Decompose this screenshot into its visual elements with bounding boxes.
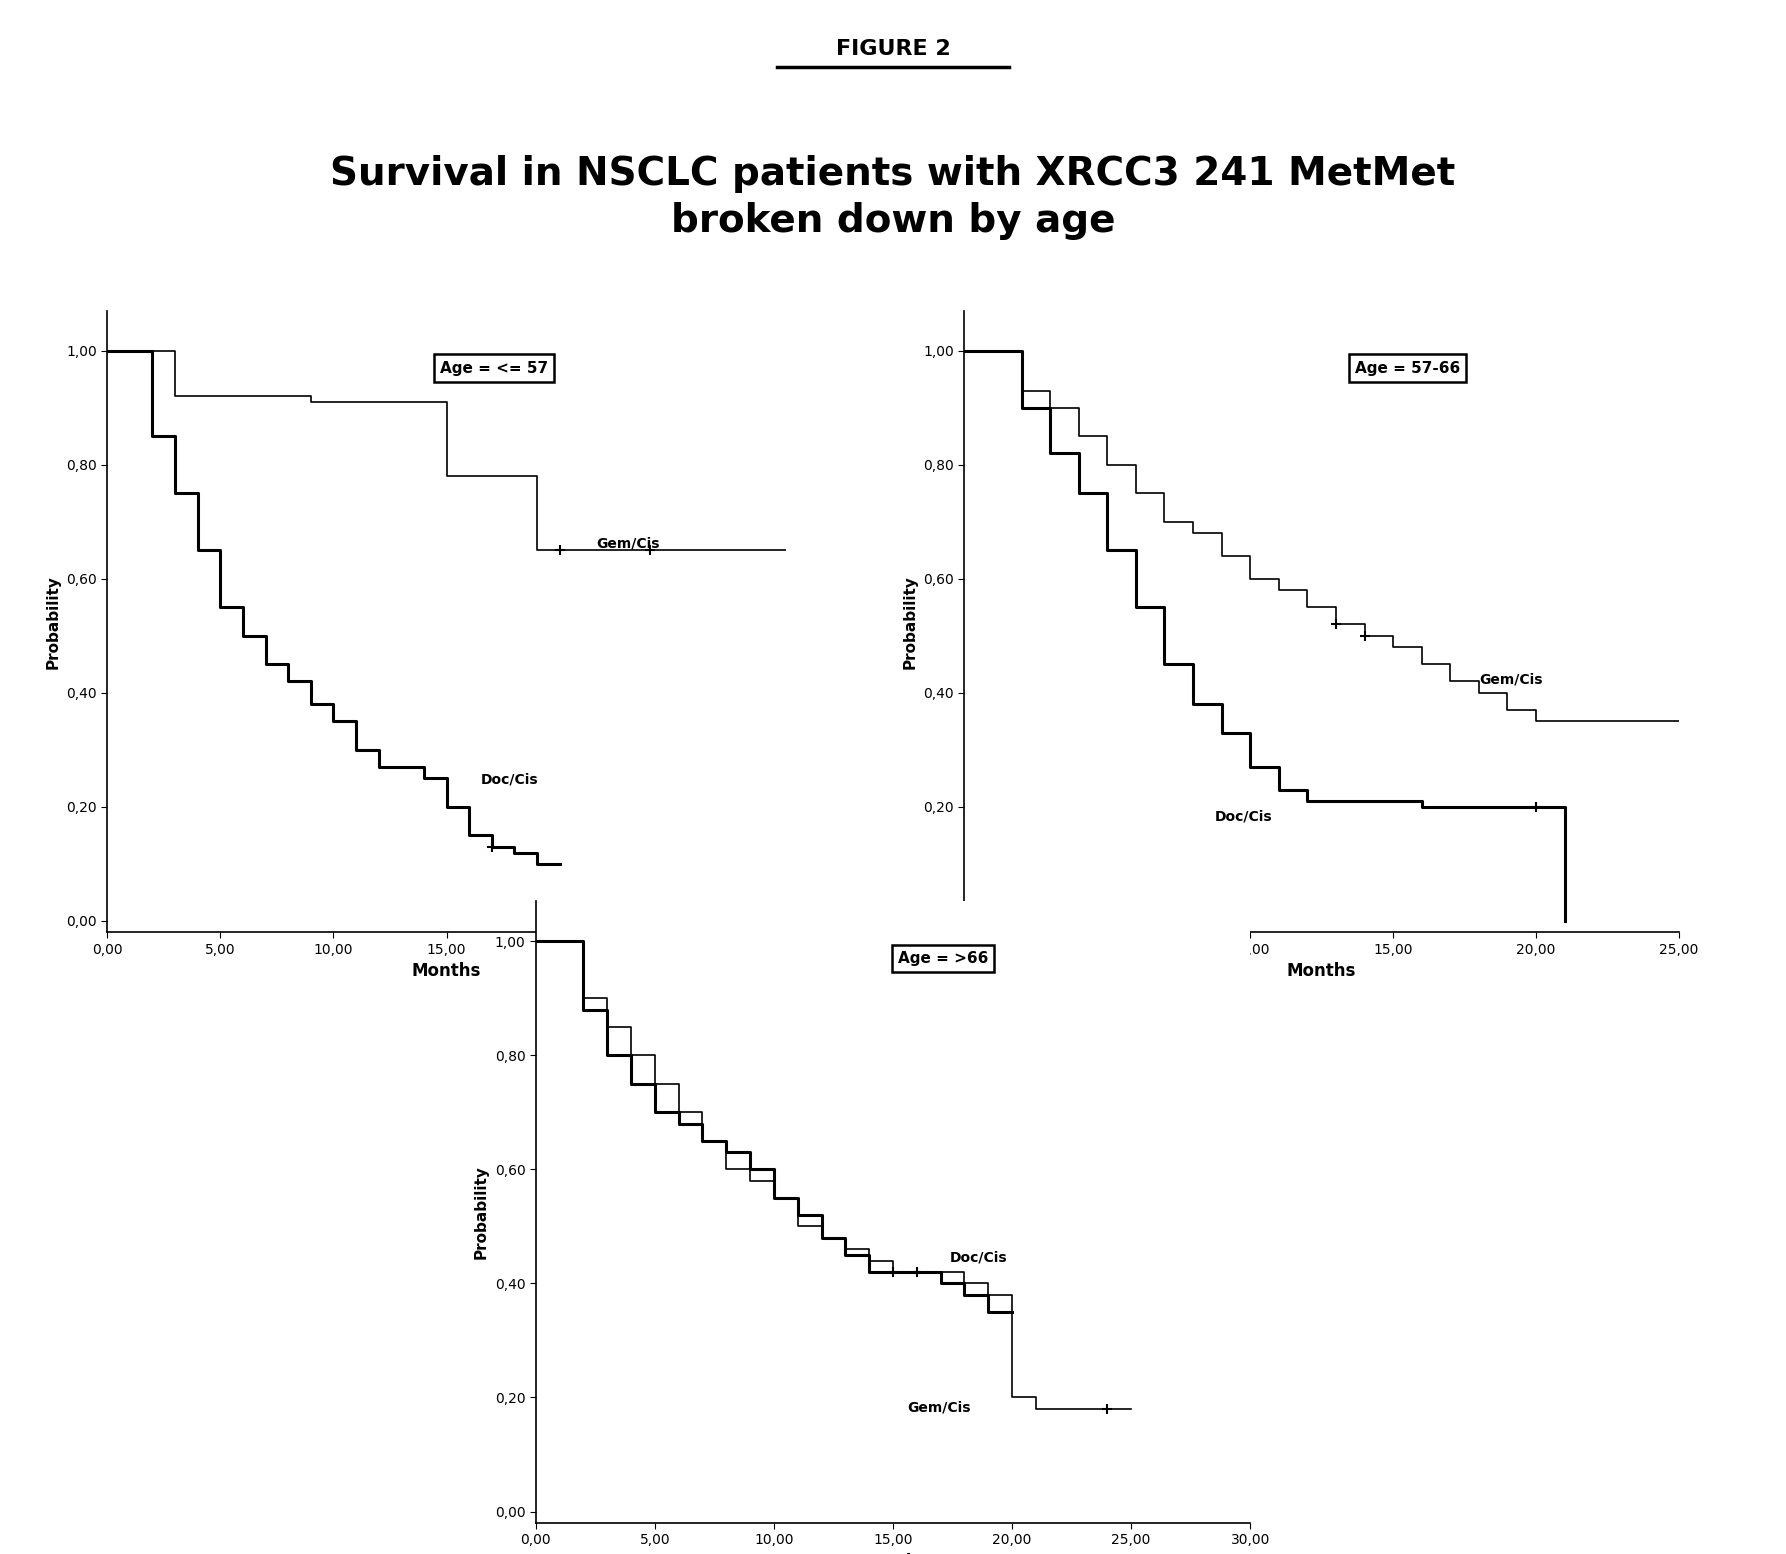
- Y-axis label: Probability: Probability: [473, 1166, 489, 1259]
- Text: Gem/Cis: Gem/Cis: [907, 1400, 972, 1414]
- Text: Gem/Cis: Gem/Cis: [1479, 673, 1543, 687]
- Text: Doc/Cis: Doc/Cis: [480, 772, 538, 786]
- Y-axis label: Probability: Probability: [902, 575, 918, 668]
- Text: Age = >66: Age = >66: [898, 951, 988, 967]
- Text: Age = <= 57: Age = <= 57: [439, 361, 548, 376]
- X-axis label: Months: Months: [1288, 962, 1356, 981]
- Text: FIGURE 2: FIGURE 2: [836, 39, 950, 59]
- Text: Doc/Cis: Doc/Cis: [950, 1251, 1007, 1265]
- Text: Gem/Cis: Gem/Cis: [597, 536, 659, 550]
- Y-axis label: Probability: Probability: [45, 575, 61, 668]
- Text: Age = 57-66: Age = 57-66: [1356, 361, 1459, 376]
- Text: Doc/Cis: Doc/Cis: [1214, 810, 1272, 824]
- Text: Survival in NSCLC patients with XRCC3 241 MetMet
broken down by age: Survival in NSCLC patients with XRCC3 24…: [330, 155, 1456, 241]
- X-axis label: Months: Months: [413, 962, 480, 981]
